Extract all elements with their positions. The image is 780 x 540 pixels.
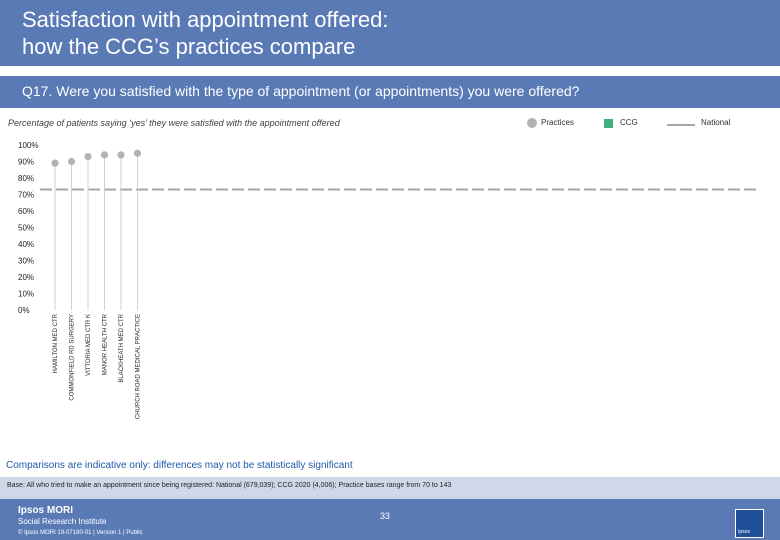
footer: Ipsos MORI Social Research Institute © I… xyxy=(0,499,780,540)
category-label: COMMONFIELD RD SURGERY xyxy=(70,314,76,401)
practice-point xyxy=(133,149,142,157)
y-tick-label: 80% xyxy=(18,174,34,183)
base-bar: Base: All who tried to make an appointme… xyxy=(0,477,780,499)
page-title: Satisfaction with appointment offered: h… xyxy=(22,7,389,59)
question-bar: Q17. Were you satisfied with the type of… xyxy=(0,76,780,108)
y-tick-label: 20% xyxy=(18,273,34,282)
category-label: BLACKHEATH MED CTR xyxy=(119,313,125,382)
page-number: 33 xyxy=(380,511,391,521)
y-tick-label: 50% xyxy=(18,224,34,233)
copyright-text: © Ipsos MORI 19-07180-01 | Version 1 | P… xyxy=(18,530,143,536)
category-label: VITTORIA MED CTR K xyxy=(86,314,92,376)
brand-name: Ipsos MORI xyxy=(18,505,74,516)
legend-practices-marker xyxy=(527,118,537,128)
logo-text: Ipsos xyxy=(738,529,750,535)
legend-ccg-label: CCG xyxy=(620,118,638,127)
legend-practices-label: Practices xyxy=(541,118,574,127)
y-tick-label: 30% xyxy=(18,257,34,266)
practice-point xyxy=(100,151,109,159)
chart-svg: 0% 10% 20% 30% 40% 50% 60% 70% 80% 90% 100% HAMILTO… xyxy=(18,141,760,419)
category-label: HAMILTON MED CTR xyxy=(53,313,59,373)
question-text: Q17. Were you satisfied with the type of… xyxy=(22,83,580,99)
y-tick-label: 100% xyxy=(18,141,38,150)
category-label: MANOR HEALTH CTR xyxy=(103,313,109,375)
practice-point xyxy=(117,151,125,159)
legend-national-label: National xyxy=(701,118,731,127)
title-bar: Satisfaction with appointment offered: h… xyxy=(0,0,780,66)
legend-ccg-marker xyxy=(604,119,613,128)
y-tick-label: 10% xyxy=(18,290,34,299)
category-label: CHURCH ROAD MEDICAL PRACTICE xyxy=(136,314,142,419)
y-tick-label: 60% xyxy=(18,207,34,216)
comparison-note: Comparisons are indicative only: differe… xyxy=(6,460,353,471)
y-tick-label: 90% xyxy=(18,158,34,167)
practice-point xyxy=(84,152,92,161)
base-text: Base: All who tried to make an appointme… xyxy=(7,482,452,489)
legend-national-marker xyxy=(667,124,695,126)
ipsos-logo: Ipsos xyxy=(735,509,764,538)
brand-subtitle: Social Research Institute xyxy=(18,517,107,526)
y-tick-label: 40% xyxy=(18,240,34,249)
y-tick-label: 70% xyxy=(18,191,34,200)
practice-point xyxy=(67,157,76,166)
y-tick-label: 0% xyxy=(18,306,30,315)
chart-subtitle: Percentage of patients saying ‘yes’ they… xyxy=(8,118,340,128)
practice-point xyxy=(51,159,59,167)
